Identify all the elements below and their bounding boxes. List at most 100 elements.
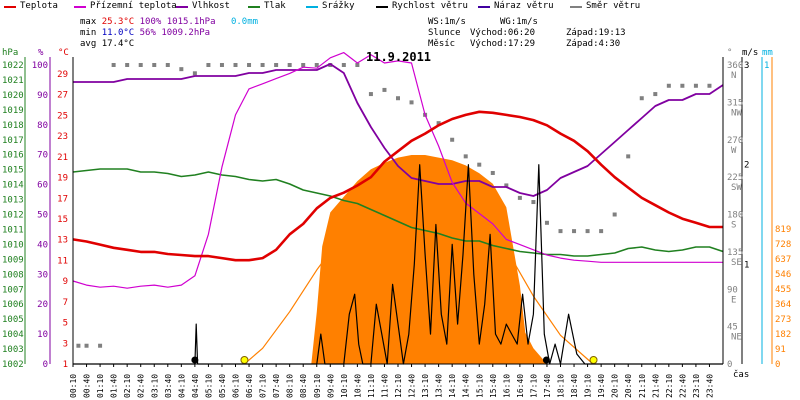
x-axis-label: čas bbox=[733, 370, 750, 380]
temperature-tick-label: 23 bbox=[57, 132, 68, 142]
direction-tick-label: E bbox=[731, 295, 736, 305]
x-tick-label: 11:10 bbox=[367, 374, 376, 398]
series-solar-radiation bbox=[73, 155, 723, 364]
solar-tick-label: 546 bbox=[775, 270, 791, 280]
humidity-tick-label: 80 bbox=[37, 121, 48, 131]
wind-direction-point bbox=[152, 63, 157, 67]
x-tick-label: 07:40 bbox=[272, 374, 281, 398]
x-tick-label: 02:10 bbox=[123, 374, 132, 398]
humidity-tick-label: 20 bbox=[37, 300, 48, 310]
wind-speed-now: WS:1m/s bbox=[428, 17, 466, 27]
wind-direction-point bbox=[463, 154, 468, 159]
pressure-tick-label: 1006 bbox=[2, 300, 24, 310]
wind-direction-point bbox=[192, 71, 197, 76]
pressure-tick-label: 1017 bbox=[2, 136, 24, 146]
wind-direction-point bbox=[138, 63, 143, 67]
x-tick-label: 01:10 bbox=[96, 374, 105, 398]
humidity-tick-label: 40 bbox=[37, 240, 48, 250]
pressure-tick-label: 1007 bbox=[2, 285, 24, 295]
legend-item-pressure: Tlak bbox=[248, 0, 286, 13]
pressure-axis-label: hPa bbox=[2, 48, 19, 58]
wind-direction-point bbox=[450, 137, 455, 142]
legend: Teplota Přízemní teplota Vlhkost Tlak Sr… bbox=[0, 0, 800, 13]
wind-direction-point bbox=[84, 343, 89, 348]
humidity-tick-label: 100 bbox=[32, 61, 48, 71]
sunrise-marker bbox=[240, 356, 249, 364]
x-tick-label: 22:40 bbox=[678, 374, 687, 398]
x-tick-label: 04:40 bbox=[191, 374, 200, 398]
stats-block: max 25.3°C 100% 1015.1hPa 0.0mm min 11.0… bbox=[80, 17, 258, 50]
x-tick-label: 18:10 bbox=[557, 374, 566, 398]
x-tick-label: 20:10 bbox=[611, 374, 620, 398]
x-tick-label: 16:40 bbox=[516, 374, 525, 398]
stats-min-row: min 11.0°C 56% 1009.2hPa bbox=[80, 28, 211, 38]
legend-item-ground-temperature: Přízemní teplota bbox=[74, 0, 177, 13]
humidity-axis-label: % bbox=[38, 48, 44, 58]
x-tick-label: 07:10 bbox=[259, 374, 268, 398]
x-tick-label: 19:10 bbox=[584, 374, 593, 398]
x-tick-label: 14:10 bbox=[448, 374, 457, 398]
wind-direction-point bbox=[490, 170, 495, 175]
direction-tick-label: 315 bbox=[727, 98, 743, 108]
stats-max-row: max 25.3°C 100% 1015.1hPa 0.0mm bbox=[80, 17, 259, 27]
x-tick-label: 15:40 bbox=[489, 374, 498, 398]
wind-direction-point bbox=[98, 343, 103, 348]
x-tick-label: 11:40 bbox=[380, 374, 389, 398]
solar-tick-label: 273 bbox=[775, 315, 791, 325]
direction-tick-label: NE bbox=[731, 333, 742, 343]
wind-direction-point bbox=[612, 212, 617, 217]
temperature-tick-label: 7 bbox=[63, 298, 68, 308]
max-temperature: 25.3°C bbox=[101, 17, 135, 27]
humidity-tick-label: 70 bbox=[37, 151, 48, 161]
wind-axis-label: m/s bbox=[742, 48, 759, 58]
temperature-tick-label: 21 bbox=[57, 153, 68, 163]
direction-tick-label: W bbox=[731, 146, 737, 156]
pressure-tick-label: 1005 bbox=[2, 315, 24, 325]
direction-tick-label: 360 bbox=[727, 61, 743, 71]
x-tick-label: 13:40 bbox=[435, 374, 444, 398]
wind-direction-point bbox=[517, 195, 522, 200]
pressure-tick-label: 1008 bbox=[2, 270, 24, 280]
humidity-tick-label: 30 bbox=[37, 270, 48, 280]
legend-item-wind-gust: Náraz větru bbox=[478, 0, 554, 13]
temperature-tick-label: 9 bbox=[63, 277, 68, 287]
x-tick-label: 01:40 bbox=[110, 374, 119, 398]
legend-item-wind-direction: Směr větru bbox=[570, 0, 640, 13]
wind-direction-point bbox=[247, 63, 252, 67]
moonset-marker bbox=[191, 356, 199, 364]
x-tick-label: 00:40 bbox=[83, 374, 92, 398]
wind-direction-point bbox=[341, 63, 346, 67]
wind-direction-point bbox=[179, 67, 184, 72]
pressure-tick-label: 1018 bbox=[2, 121, 24, 131]
x-tick-label: 12:10 bbox=[394, 374, 403, 398]
sunrise-time: Východ:06:20 bbox=[470, 28, 536, 38]
pressure-tick-label: 1021 bbox=[2, 76, 24, 86]
legend-item-rain: Srážky bbox=[306, 0, 355, 13]
legend-item-wind-speed: Rychlost větru bbox=[376, 0, 468, 13]
pressure-tick-label: 1014 bbox=[2, 181, 24, 191]
pressure-tick-label: 1003 bbox=[2, 345, 24, 355]
solar-tick-label: 91 bbox=[775, 345, 786, 355]
sun-moon-block: WS:1m/s WG:1m/s Slunce Východ:06:20 Západ:1… bbox=[428, 17, 626, 49]
wind-direction-point bbox=[165, 63, 170, 67]
direction-tick-label: 180 bbox=[727, 211, 743, 221]
temperature-axis-label: °C bbox=[58, 48, 69, 58]
temperature-tick-label: 29 bbox=[57, 70, 68, 80]
x-tick-label: 12:40 bbox=[408, 374, 417, 398]
pressure-tick-label: 1016 bbox=[2, 151, 24, 161]
direction-tick-label: 135 bbox=[727, 248, 743, 258]
wind-direction-point bbox=[409, 100, 414, 105]
solar-tick-label: 637 bbox=[775, 255, 791, 265]
pressure-tick-label: 1019 bbox=[2, 106, 24, 116]
x-tick-label: 09:40 bbox=[326, 374, 335, 398]
series-theoretical-radiation bbox=[244, 172, 594, 365]
pressure-tick-label: 1009 bbox=[2, 255, 24, 265]
direction-tick-label: 270 bbox=[727, 136, 743, 146]
x-tick-label: 21:40 bbox=[651, 374, 660, 398]
series-humidity bbox=[73, 63, 724, 197]
temperature-tick-label: 1 bbox=[63, 360, 68, 370]
temperature-tick-label: 11 bbox=[57, 256, 68, 266]
solar-tick-label: 182 bbox=[775, 330, 791, 340]
pressure-tick-label: 1011 bbox=[2, 225, 24, 235]
rain-tick-label: 1 bbox=[764, 61, 769, 71]
